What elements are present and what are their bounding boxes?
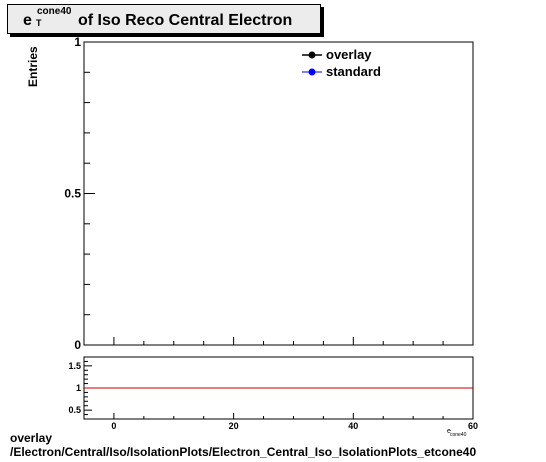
ratio-x-tick-label: 0 — [111, 421, 116, 431]
footer-path: overlay /Electron/Central/Iso/IsolationP… — [10, 431, 476, 459]
legend-entry-standard: standard — [302, 64, 381, 79]
main-y-ticks: 00.51 — [64, 35, 95, 352]
y-tick-label: 1 — [74, 35, 81, 49]
legend-standard-marker — [308, 68, 316, 76]
ratio-x-tick-label: 40 — [348, 421, 358, 431]
title-text: of Iso Reco Central Electron — [78, 12, 293, 29]
main-x-ticks — [113, 337, 474, 345]
y-tick-label: 0 — [74, 338, 81, 352]
footer-line-1: overlay — [10, 431, 53, 445]
ratio-x-tick-label: 60 — [468, 421, 478, 431]
y-axis-label: Entries — [26, 46, 40, 87]
title-symbol: e — [23, 12, 32, 29]
footer-line-2: /Electron/Central/Iso/IsolationPlots/Ele… — [10, 445, 477, 459]
main-frame — [83, 41, 474, 346]
legend-standard-label: standard — [326, 64, 381, 79]
ratio-x-axis-label-main: e — [447, 428, 451, 435]
y-tick-label: 0.5 — [64, 187, 81, 201]
ratio-y-tick-label: 0.5 — [68, 405, 81, 415]
chart-title: e cone40 T of Iso Reco Central Electron — [7, 4, 321, 34]
ratio-y-tick-label: 1 — [76, 383, 81, 393]
ratio-x-ticks: 0 20 40 60 — [111, 413, 478, 431]
title-superscript: cone40 — [37, 6, 72, 17]
legend-overlay-marker — [308, 51, 316, 59]
legend: overlay standard — [302, 47, 381, 79]
ratio-y-tick-label: 1.5 — [68, 361, 81, 371]
title-subscript: T — [36, 18, 42, 28]
legend-entry-overlay: overlay — [302, 47, 372, 62]
ratio-x-tick-label: 20 — [229, 421, 239, 431]
legend-overlay-label: overlay — [326, 47, 372, 62]
ratio-x-axis-label-sub: cone40 — [450, 432, 467, 438]
